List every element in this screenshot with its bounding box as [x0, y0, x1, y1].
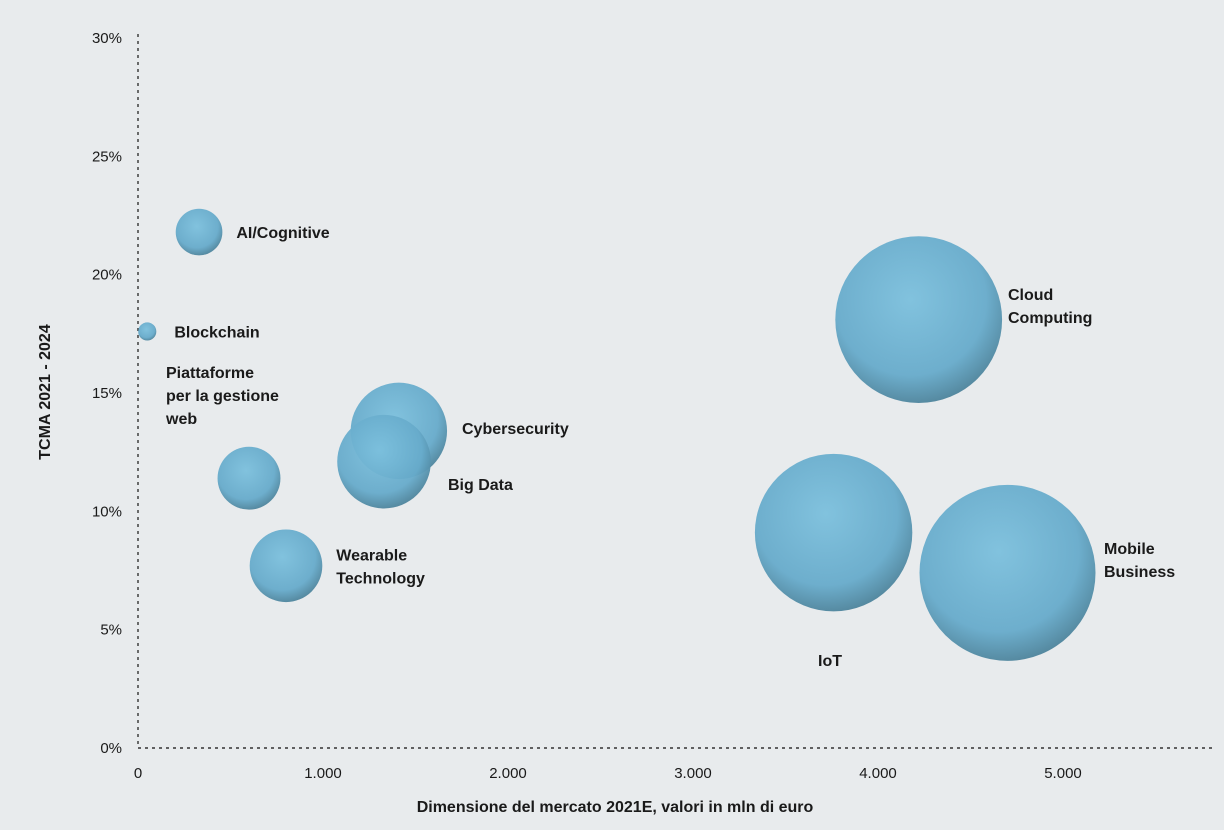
- bubbles: [138, 208, 1096, 661]
- axes: 0% 5% 10% 15% 20% 25% 30% 0 1.000 2.000 3.000 4.000…: [92, 30, 1216, 782]
- bubble-label: Wearable Technology: [336, 547, 425, 587]
- bubble-label: IoT: [818, 653, 842, 670]
- bubble-point: [754, 453, 913, 612]
- y-tick-label: 15%: [92, 385, 122, 402]
- y-tick-label: 30%: [92, 30, 122, 47]
- bubble-point: [217, 446, 281, 510]
- bubble-label: Blockchain: [174, 324, 259, 341]
- bubble-point: [175, 208, 223, 256]
- y-tick-label: 25%: [92, 148, 122, 165]
- bubble-point: [919, 484, 1096, 661]
- bubble-point: [138, 322, 157, 341]
- y-tick-label: 20%: [92, 267, 122, 284]
- bubble-label: Piattaforme per la gestione web: [165, 365, 279, 428]
- bubble-point: [249, 529, 323, 603]
- bubble-label: Mobile Business: [1104, 541, 1175, 581]
- x-axis-title: Dimensione del mercato 2021E, valori in …: [417, 799, 814, 816]
- x-tick-label: 2.000: [489, 765, 527, 782]
- bubble-label: AI/Cognitive: [236, 225, 329, 242]
- y-tick-label: 0%: [100, 740, 122, 757]
- x-tick-label: 4.000: [859, 765, 897, 782]
- bubble-point: [337, 414, 431, 509]
- x-tick-label: 5.000: [1044, 765, 1082, 782]
- bubble-label: Cybersecurity: [462, 421, 569, 438]
- x-tick-label: 3.000: [674, 765, 712, 782]
- x-tick-label: 0: [134, 765, 142, 782]
- x-tick-label: 1.000: [304, 765, 342, 782]
- bubble-label: Cloud Computing: [1008, 287, 1092, 327]
- y-tick-label: 5%: [100, 622, 122, 639]
- bubble-label: Big Data: [448, 477, 513, 494]
- bubble-labels: AI/Cognitive Blockchain Piattaforme per la …: [165, 225, 1175, 670]
- bubble-point: [835, 236, 1003, 404]
- y-tick-label: 10%: [92, 503, 122, 520]
- y-axis-title: TCMA 2021 - 2024: [37, 324, 54, 460]
